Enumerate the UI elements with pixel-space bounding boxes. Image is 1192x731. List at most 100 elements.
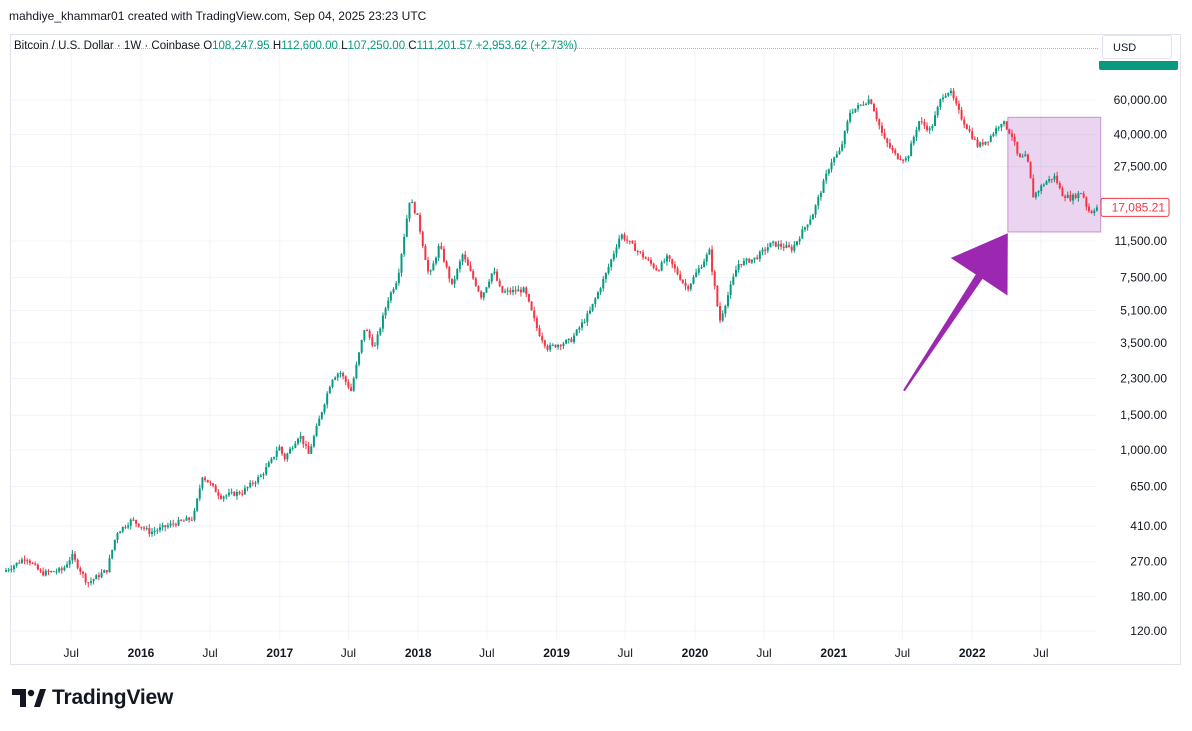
- candle-body-2017-03-18: [308, 446, 310, 454]
- candle-body-2018-05-19: [470, 266, 472, 271]
- candle-body-2015-08-08: [85, 574, 87, 582]
- candle-body-2019-09-14: [653, 264, 655, 268]
- candle-body-2020-07-18: [769, 243, 771, 248]
- candle-body-2017-10-07: [385, 308, 387, 315]
- candle-body-2021-12-11: [963, 120, 965, 125]
- candle-body-2020-07-25: [772, 242, 774, 243]
- candle-body-2019-09-07: [650, 260, 652, 264]
- candle-body-2016-03-26: [172, 524, 174, 525]
- candle-body-2021-05-15: [884, 133, 886, 138]
- candle-body-2018-05-05: [464, 255, 466, 260]
- last-price-label: 17,085.21: [1112, 200, 1166, 214]
- candle-body-2018-08-18: [504, 291, 506, 292]
- candle-body-2016-01-09: [143, 528, 145, 529]
- candle-body-2015-11-14: [122, 527, 124, 532]
- candle-body-2018-01-20: [424, 246, 426, 260]
- candle-body-2021-08-14: [918, 121, 920, 130]
- candle-body-2018-01-13: [422, 232, 424, 246]
- candle-body-2015-09-12: [98, 575, 100, 577]
- candle-body-2022-08-13: [1056, 176, 1058, 183]
- candle-body-2018-02-24: [438, 246, 440, 258]
- candle-body-2016-01-02: [140, 527, 142, 528]
- candle-body-2021-12-04: [961, 110, 963, 120]
- candle-body-2015-04-25: [45, 571, 47, 576]
- candle-body-2019-11-09: [674, 264, 676, 268]
- candle-body-2020-03-28: [727, 295, 729, 306]
- candle-body-2022-04-02: [1006, 121, 1008, 129]
- candle-body-2018-04-28: [462, 255, 464, 262]
- candle-body-2017-11-04: [395, 283, 397, 289]
- candle-body-2015-05-30: [58, 568, 60, 571]
- candle-body-2019-06-22: [621, 235, 623, 239]
- candle-body-2017-02-11: [294, 444, 296, 448]
- candle-body-2017-01-21: [286, 454, 288, 460]
- candle-body-2018-10-20: [528, 294, 530, 301]
- candle-body-2016-12-17: [273, 457, 275, 459]
- candle-body-2022-07-16: [1046, 181, 1048, 184]
- candle-body-2021-01-30: [844, 131, 846, 144]
- candle-body-2018-01-06: [419, 215, 421, 232]
- candle-body-2017-06-03: [337, 374, 339, 378]
- candle-body-2022-03-05: [995, 128, 997, 134]
- candle-body-2018-10-06: [523, 288, 525, 293]
- candle-body-2020-08-22: [783, 247, 785, 248]
- candle-body-2021-07-10: [905, 158, 907, 160]
- candle-body-2019-02-23: [576, 330, 578, 336]
- price-tick-label: 3,500.00: [1120, 336, 1167, 350]
- candle-body-2016-04-16: [180, 520, 182, 521]
- candle-body-2016-10-15: [249, 483, 251, 487]
- candle-body-2020-08-29: [785, 245, 787, 248]
- candle-body-2022-06-04: [1030, 162, 1032, 179]
- price-tick-label: 7,500.00: [1120, 271, 1167, 285]
- candle-body-2017-03-25: [310, 447, 312, 454]
- candle-body-2018-10-13: [525, 288, 527, 295]
- candle-body-2022-02-26: [992, 134, 994, 136]
- candle-body-2020-05-23: [748, 259, 750, 263]
- candle-body-2022-10-08: [1077, 193, 1079, 198]
- currency-button[interactable]: USD: [1102, 35, 1172, 59]
- candle-body-2019-03-02: [578, 328, 580, 330]
- candle-body-2018-08-11: [501, 286, 503, 292]
- candle-body-2021-10-23: [945, 96, 947, 98]
- time-tick-label: 2017: [266, 646, 293, 660]
- time-tick-label: 2021: [820, 646, 847, 660]
- candle-body-2015-07-25: [79, 568, 81, 572]
- candle-body-2021-06-12: [894, 150, 896, 153]
- price-tick-label: 2,300.00: [1120, 372, 1167, 386]
- candle-body-2015-01-24: [10, 569, 12, 570]
- candle-body-2017-05-27: [334, 378, 336, 380]
- candle-body-2018-03-10: [443, 249, 445, 262]
- candle-body-2022-04-09: [1008, 129, 1010, 133]
- candle-body-2021-09-04: [926, 126, 928, 131]
- candle-body-2021-05-22: [886, 138, 888, 143]
- time-tick-label: Jul: [618, 646, 633, 660]
- time-tick-label: Jul: [64, 646, 79, 660]
- candle-body-2020-03-21: [724, 306, 726, 314]
- candle-body-2017-02-18: [297, 439, 299, 444]
- candle-body-2019-05-11: [605, 273, 607, 279]
- candle-body-2016-02-13: [156, 530, 158, 531]
- candle-body-2020-07-11: [767, 247, 769, 250]
- candle-body-2018-07-28: [496, 272, 498, 281]
- candle-body-2016-01-16: [146, 528, 148, 529]
- candle-body-2016-02-27: [162, 525, 164, 527]
- candle-body-2020-08-01: [775, 242, 777, 247]
- candle-body-2021-11-27: [958, 104, 960, 110]
- price-tick-label: 410.00: [1130, 519, 1167, 533]
- candle-body-2020-09-19: [793, 245, 795, 251]
- candle-body-2016-08-13: [225, 495, 227, 496]
- candle-body-2017-12-02: [406, 219, 408, 237]
- candle-body-2022-03-26: [1003, 121, 1005, 124]
- candle-body-2021-04-03: [868, 99, 870, 103]
- candle-body-2021-10-09: [939, 99, 941, 107]
- candle-body-2018-03-03: [440, 246, 442, 249]
- candle-body-2016-08-20: [228, 493, 230, 496]
- candle-body-2021-06-05: [892, 148, 894, 150]
- candle-body-2019-01-05: [557, 345, 559, 347]
- open-value: 108,247.95: [212, 40, 270, 52]
- candle-body-2018-08-04: [499, 281, 501, 286]
- candle-body-2021-08-28: [923, 122, 925, 126]
- candle-body-2018-09-01: [509, 290, 511, 292]
- time-tick-label: Jul: [479, 646, 494, 660]
